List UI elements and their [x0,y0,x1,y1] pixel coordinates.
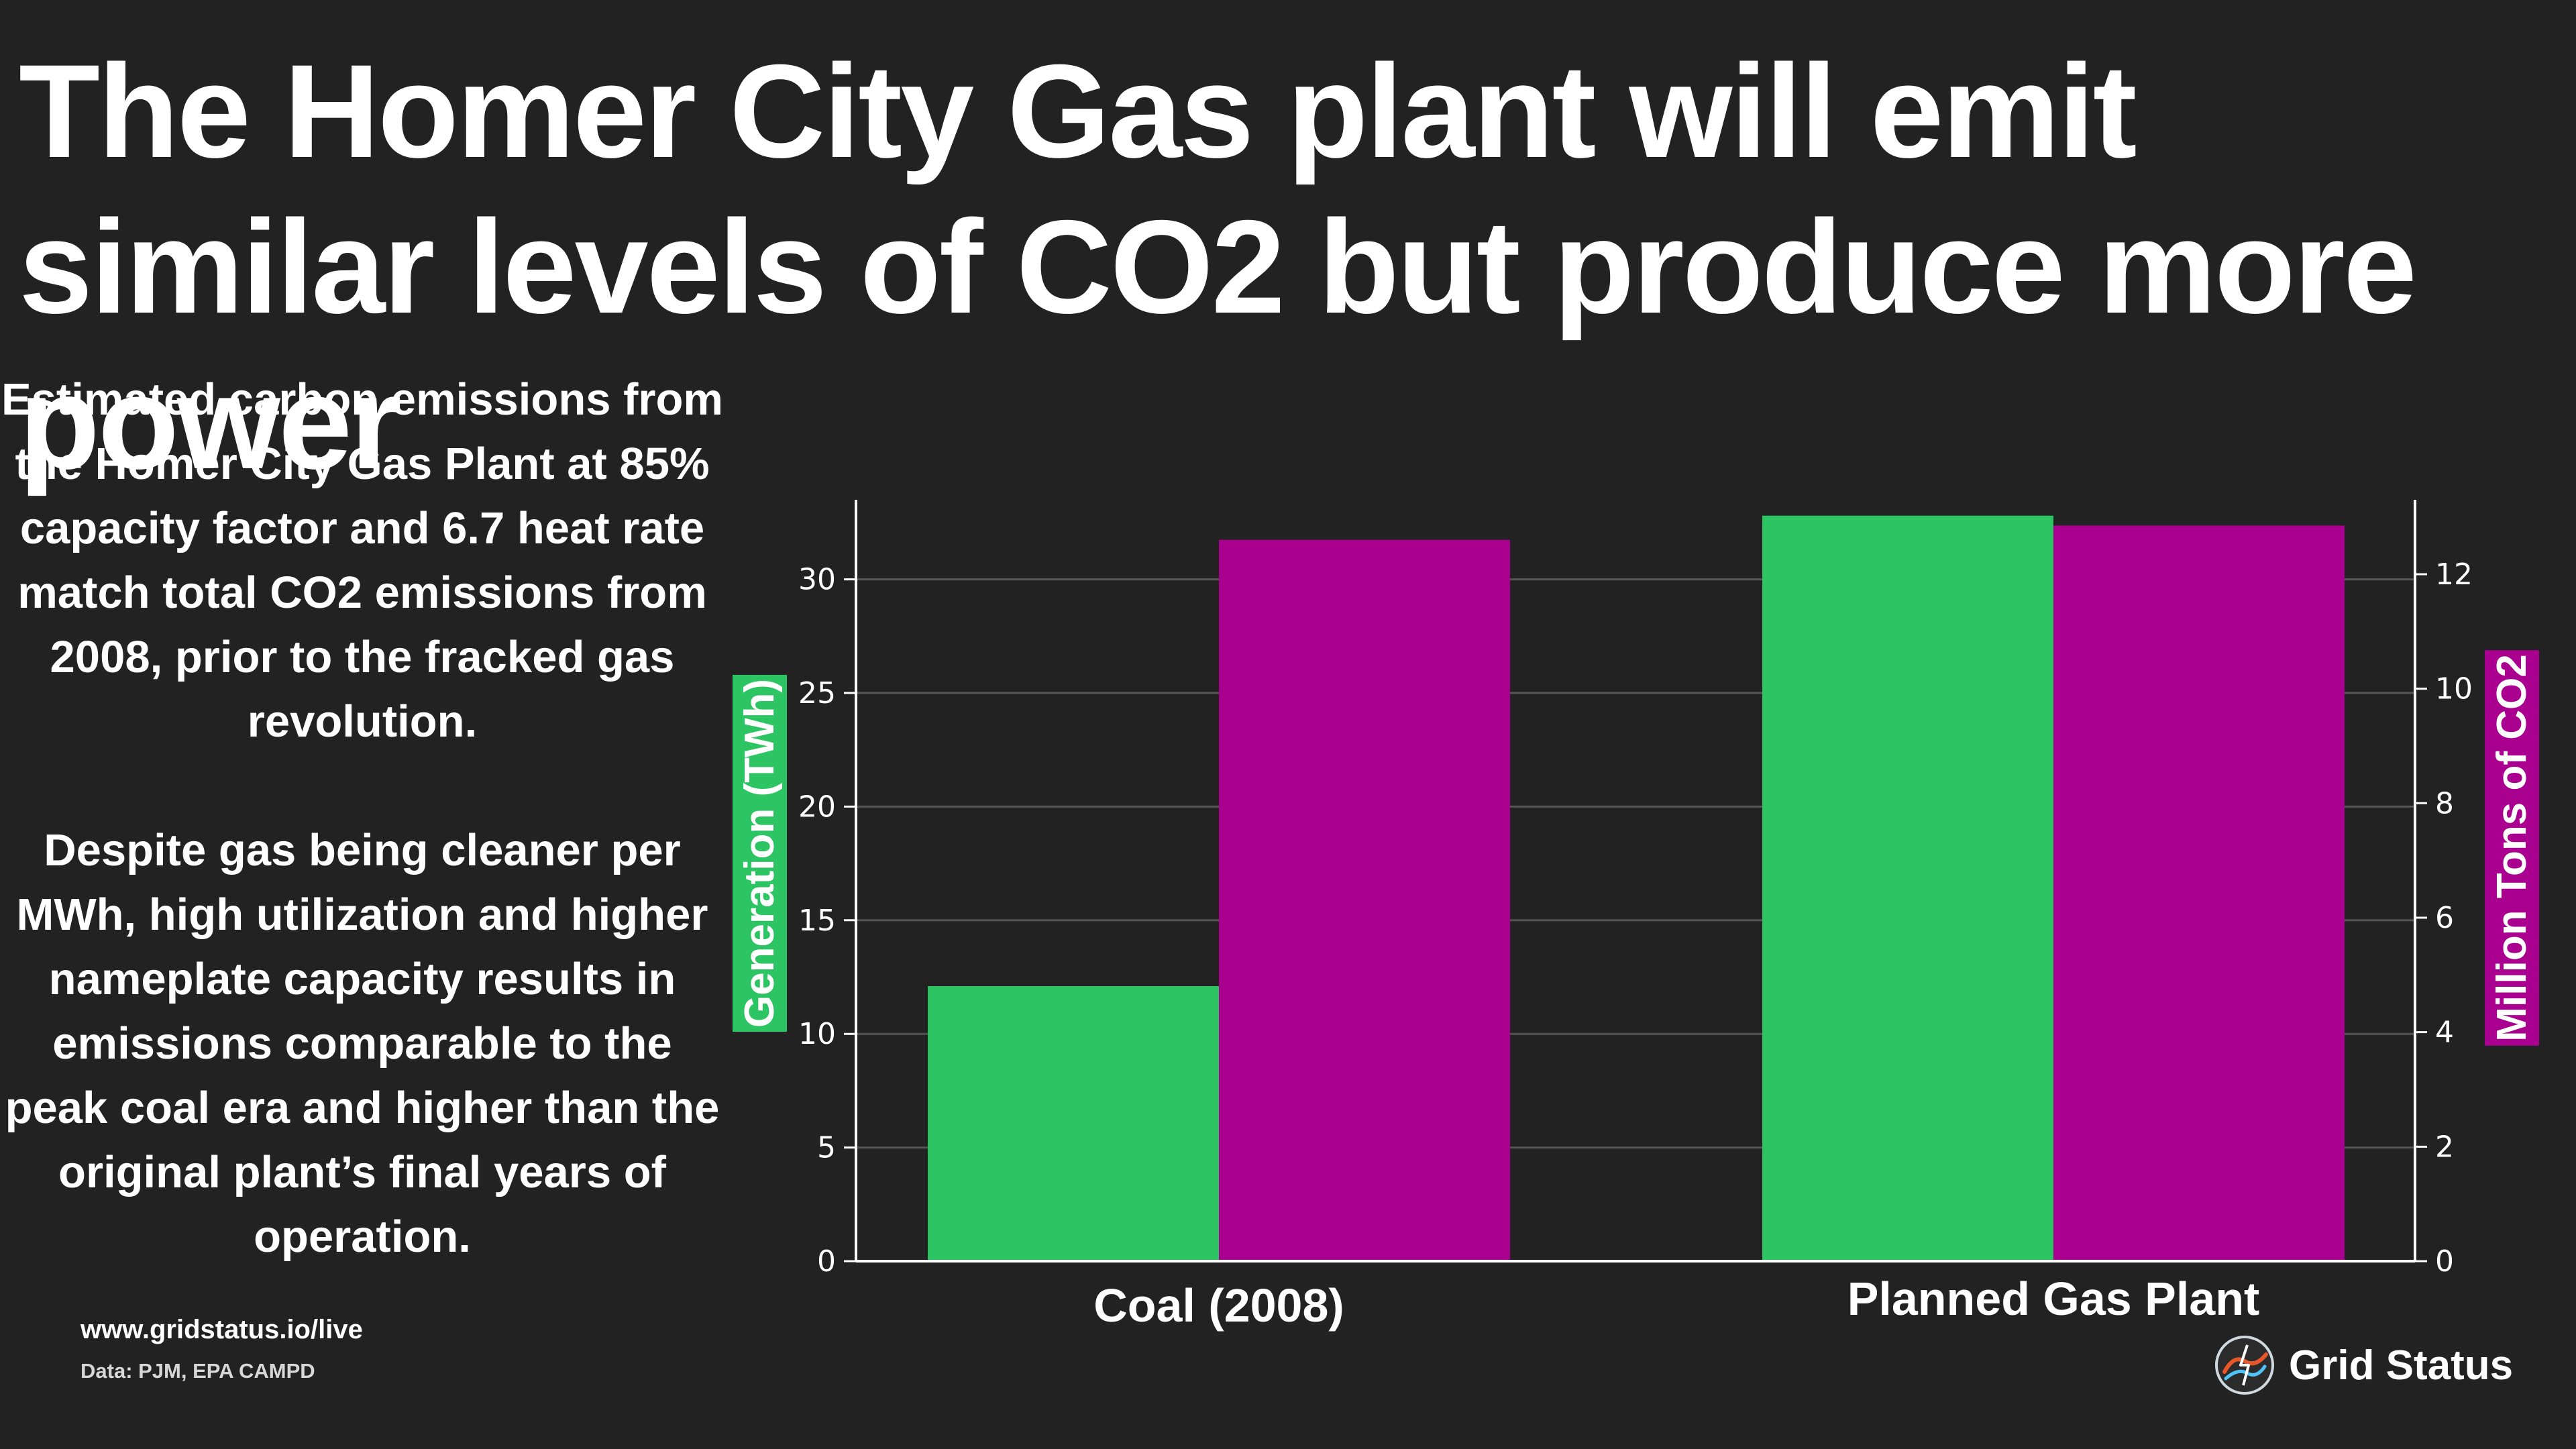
chart-description: Estimated carbon emissions from the Home… [0,368,724,1269]
description-paragraph-1: Estimated carbon emissions from the Home… [1,374,724,747]
left-tick-label: 30 [798,563,836,597]
right-tick-label: 2 [2435,1130,2454,1164]
co2-bar-1 [1219,539,1510,1261]
left-axis-label-background [733,674,787,1032]
left-axis-ticks: 0 5 10 15 20 25 30 [798,563,856,1279]
right-tick-label: 10 [2435,672,2473,706]
left-tick-label: 25 [798,676,836,710]
right-tick-label: 4 [2435,1016,2454,1050]
generation-bar-1 [928,986,1219,1261]
left-tick-label: 20 [798,790,836,824]
right-tick-label: 12 [2435,557,2473,592]
right-tick-label: 6 [2435,901,2454,935]
category-label: Planned Gas Plant [1847,1273,2260,1325]
brand-name: Grid Status [2289,1342,2514,1389]
website-url[interactable]: www.gridstatus.io/live [80,1315,363,1344]
right-axis-label-background [2485,650,2539,1046]
category-label: Coal (2008) [1093,1279,1344,1332]
left-axis-label-text: Generation (TWh) [737,679,783,1028]
left-tick-label: 10 [798,1017,836,1051]
right-axis-ticks: 0 2 4 6 8 10 12 [2415,557,2473,1279]
category-labels: Coal (2008) Planned Gas Plant [1093,1273,2259,1332]
bar-group [928,515,2345,1261]
left-axis-label: Generation (TWh) [733,674,787,1032]
axis-labels: Generation (TWh) Million Tons of CO2 [733,650,2539,1046]
co2-bar-2 [2053,525,2345,1261]
brand-logo: Grid Status [2214,1332,2513,1399]
data-source: Data: PJM, EPA CAMPD [80,1359,315,1383]
left-tick-label: 0 [817,1244,836,1279]
axes [855,500,2416,1263]
right-tick-label: 8 [2435,786,2454,820]
left-tick-label: 15 [798,904,836,938]
page-title: The Homer City Gas plant will emit simil… [19,37,2417,496]
right-axis-label: Million Tons of CO2 [2485,650,2539,1046]
description-paragraph-2: Despite gas being cleaner per MWh, high … [5,825,720,1262]
generation-bar-2 [1762,515,2053,1261]
right-axis-label-text: Million Tons of CO2 [2489,654,2535,1041]
grid-status-logo-icon [2215,1336,2274,1395]
left-tick-label: 5 [817,1131,836,1165]
right-tick-label: 0 [2435,1244,2454,1279]
